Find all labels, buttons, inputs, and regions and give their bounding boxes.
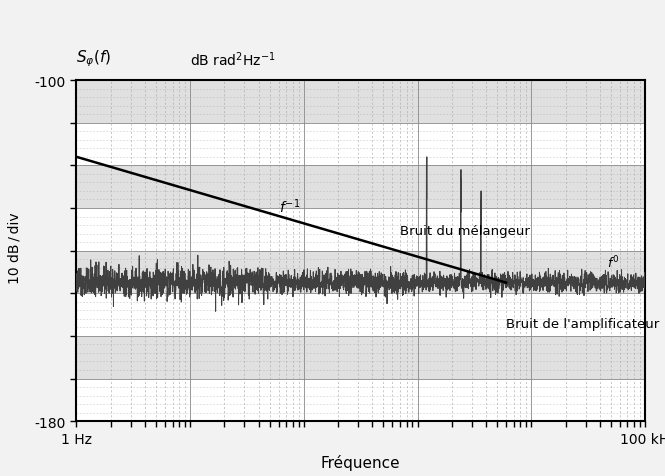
X-axis label: Fréquence: Fréquence xyxy=(321,454,400,470)
Bar xyxy=(76,294,645,336)
Bar xyxy=(76,166,645,208)
Bar xyxy=(76,336,645,379)
Text: $S_{\varphi}(f)$: $S_{\varphi}(f)$ xyxy=(76,49,112,69)
Text: 10 dB / div: 10 dB / div xyxy=(7,212,22,283)
Text: dB rad$^{2}$Hz$^{-1}$: dB rad$^{2}$Hz$^{-1}$ xyxy=(190,50,275,69)
Bar xyxy=(76,81,645,123)
Bar xyxy=(76,251,645,294)
Text: $f^{-1}$: $f^{-1}$ xyxy=(279,197,300,216)
Bar xyxy=(76,208,645,251)
Text: Bruit du mélangeur: Bruit du mélangeur xyxy=(400,224,530,237)
Bar xyxy=(76,379,645,421)
Text: Bruit de l'amplificateur: Bruit de l'amplificateur xyxy=(506,317,660,331)
Bar xyxy=(76,123,645,166)
Text: $f^{0}$: $f^{0}$ xyxy=(606,255,619,271)
